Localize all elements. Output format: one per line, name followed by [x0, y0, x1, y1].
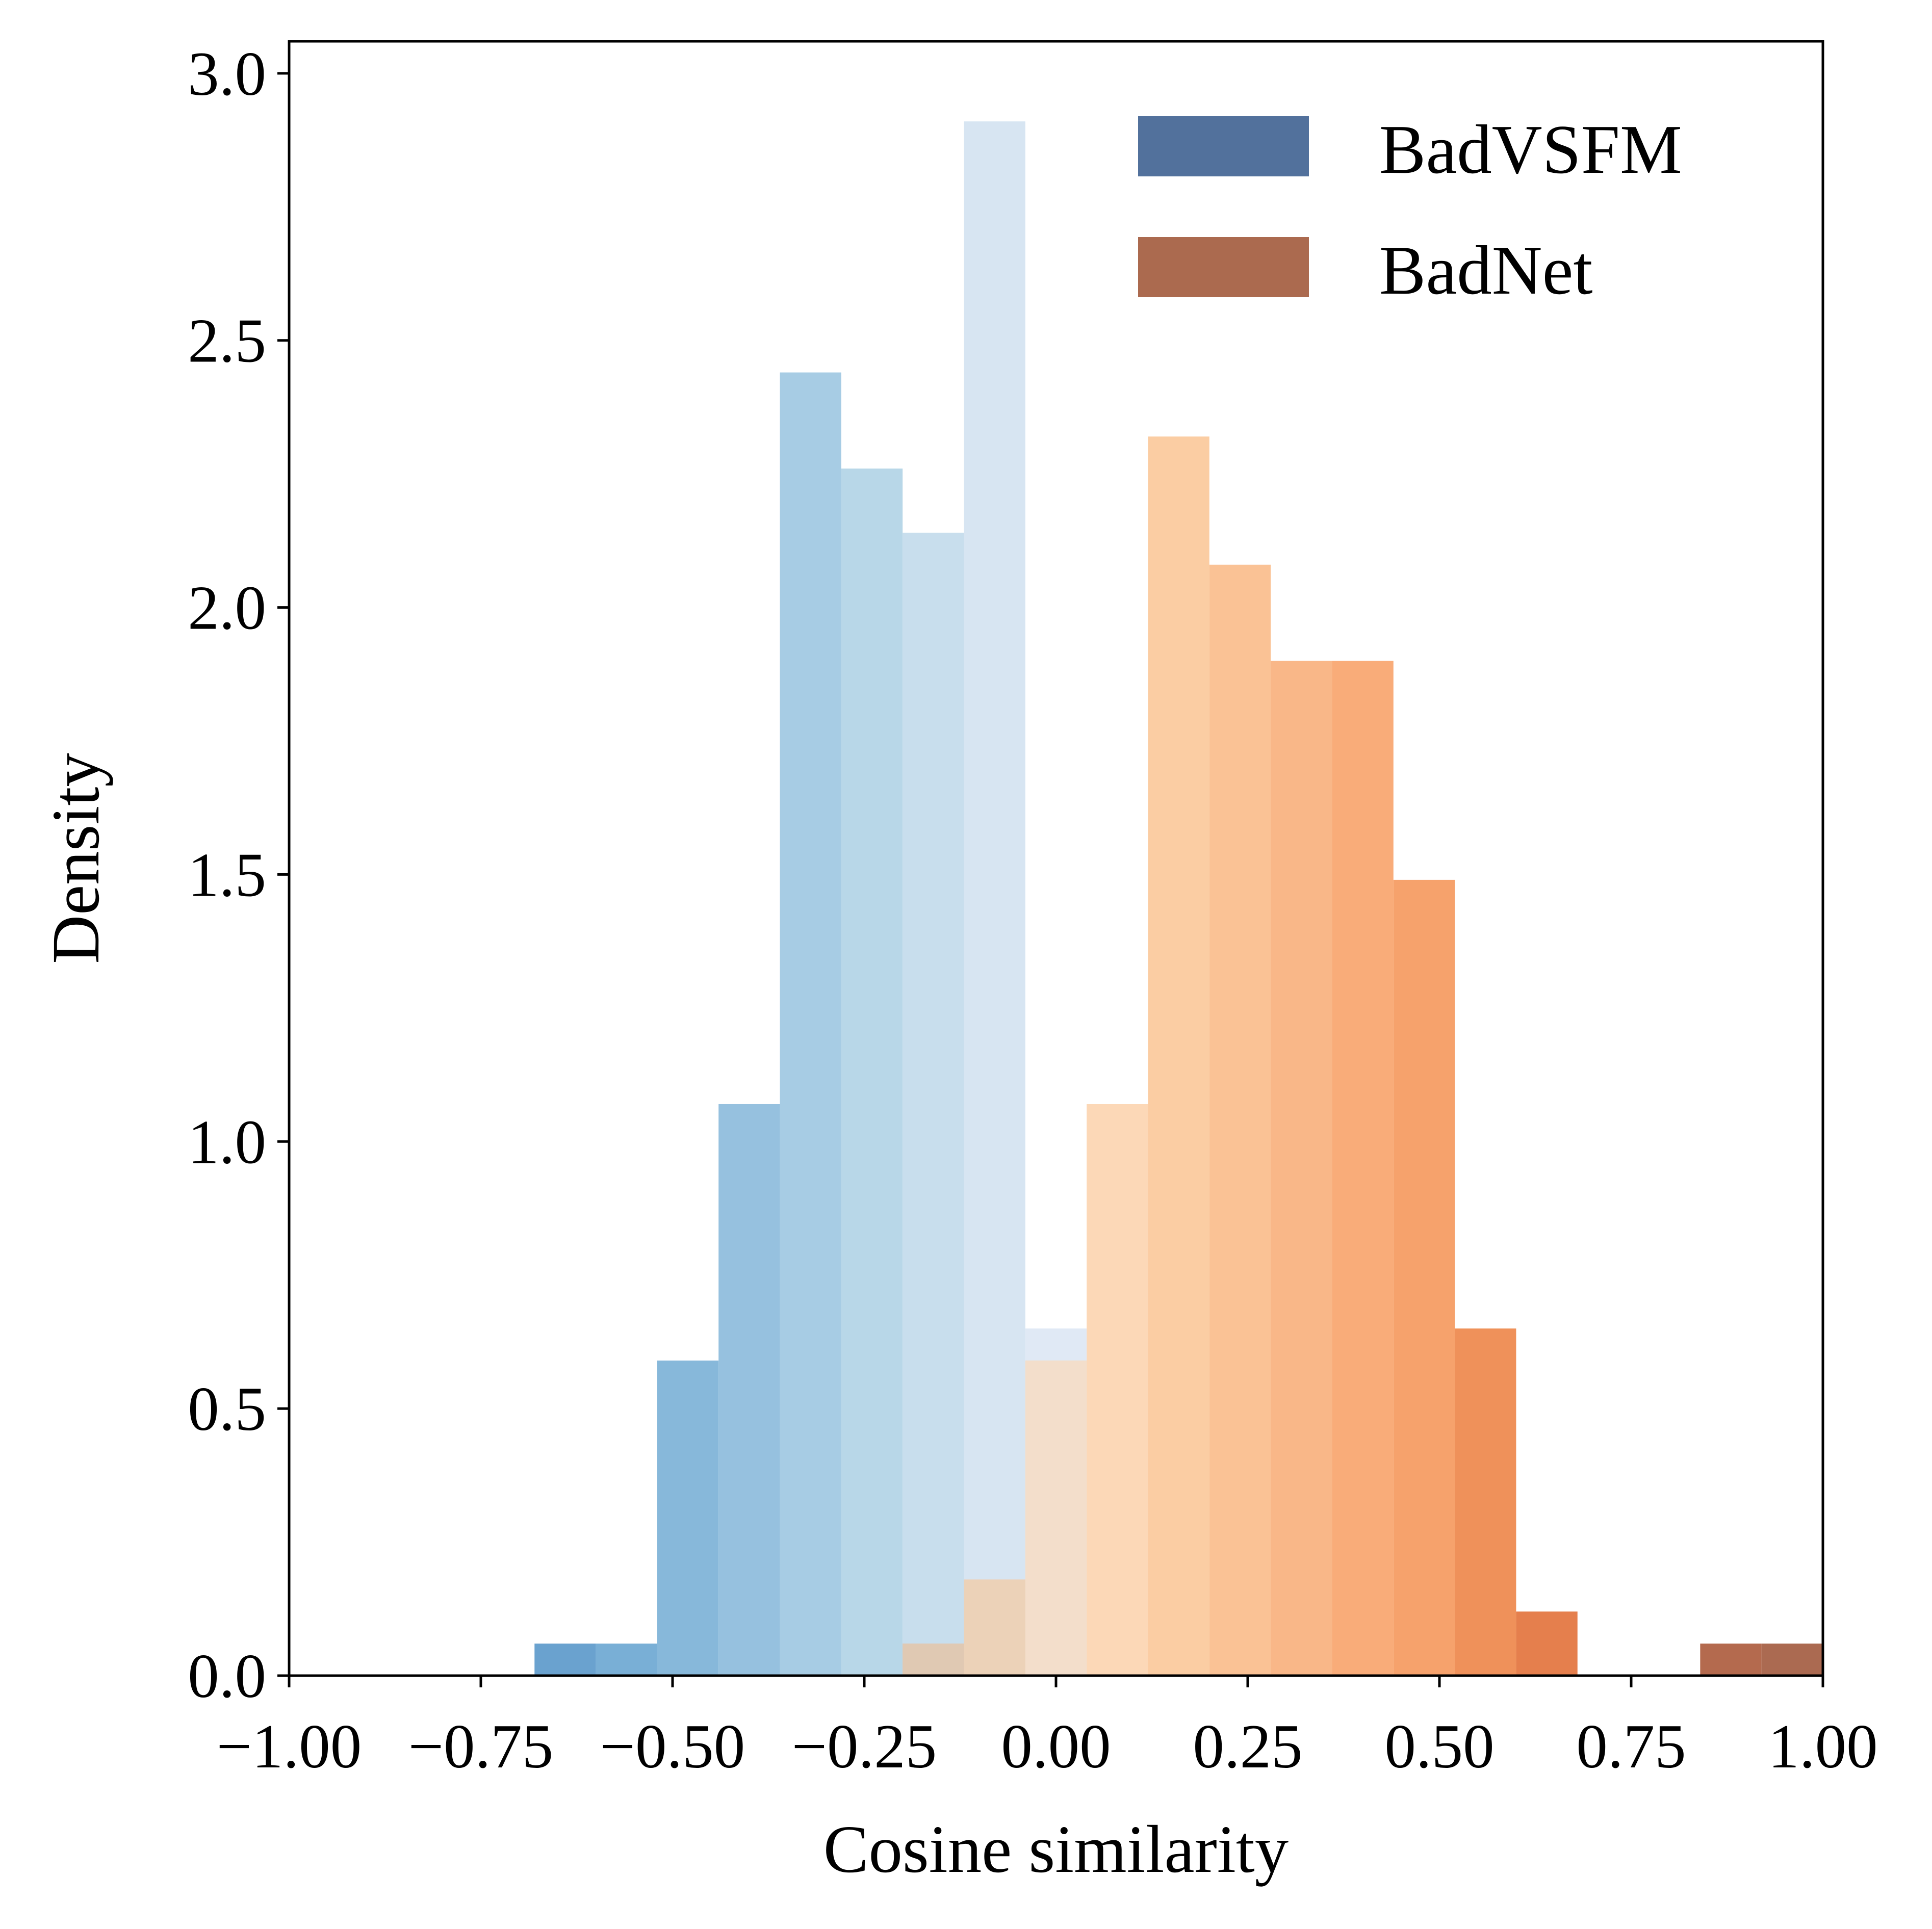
- bar-badvsfm-4: [780, 372, 841, 1676]
- x-tick-label: −0.75: [408, 1711, 554, 1781]
- x-axis-ticks: −1.00 −0.75 −0.50 −0.25 0.00 0.25 0.50 0.75 1.00: [217, 1676, 1878, 1781]
- x-axis-title: Cosine similarity: [823, 1811, 1289, 1887]
- bar-badnet-11: [1700, 1644, 1762, 1676]
- bar-badvsfm-1: [596, 1644, 657, 1676]
- x-tick-label: −0.50: [600, 1711, 745, 1781]
- bar-badnet-4: [1148, 436, 1209, 1676]
- bar-badvsfm-7: [964, 121, 1025, 1676]
- bar-badvsfm-3: [718, 1104, 780, 1676]
- x-tick-label: 1.00: [1768, 1711, 1877, 1781]
- y-axis-title: Density: [38, 753, 113, 964]
- y-tick-label: 0.5: [188, 1374, 266, 1444]
- bar-overlap-6: [903, 1644, 964, 1676]
- y-tick-label: 1.0: [188, 1107, 266, 1177]
- x-tick-label: −0.25: [792, 1711, 937, 1781]
- bar-badnet-10: [1516, 1611, 1578, 1676]
- bar-badnet-12: [1761, 1644, 1823, 1676]
- y-tick-label: 1.5: [188, 840, 266, 909]
- legend-label-badvsfm: BadVSFM: [1379, 111, 1682, 188]
- bar-badvsfm-6: [903, 532, 964, 1676]
- bar-badvsfm-2: [657, 1360, 719, 1676]
- x-tick-label: −1.00: [217, 1711, 362, 1781]
- legend: BadVSFM BadNet: [1138, 111, 1682, 309]
- bar-badnet-5: [1209, 564, 1271, 1676]
- histogram-bars: [534, 121, 1823, 1676]
- x-tick-label: 0.00: [1001, 1711, 1111, 1781]
- bar-badnet-9: [1455, 1328, 1516, 1676]
- bar-badnet-3: [1087, 1104, 1148, 1676]
- bar-badnet-8: [1393, 879, 1455, 1676]
- bar-overlap-7: [964, 1579, 1025, 1676]
- x-tick-label: 0.75: [1576, 1711, 1686, 1781]
- y-tick-label: 2.5: [188, 306, 266, 376]
- bar-badnet-7: [1332, 661, 1394, 1676]
- bar-badvsfm-0: [534, 1644, 596, 1676]
- legend-swatch-badnet: [1138, 237, 1309, 297]
- y-tick-label: 3.0: [188, 39, 266, 109]
- legend-swatch-badvsfm: [1138, 116, 1309, 176]
- y-tick-label: 2.0: [188, 573, 266, 643]
- y-axis-ticks: 0.0 0.5 1.0 1.5 2.0 2.5 3.0: [188, 39, 289, 1711]
- x-tick-label: 0.25: [1193, 1711, 1302, 1781]
- bar-badnet-6: [1271, 661, 1332, 1676]
- bar-badvsfm-5: [841, 468, 903, 1676]
- x-tick-label: 0.50: [1384, 1711, 1494, 1781]
- bar-overlap-8: [1025, 1360, 1087, 1676]
- y-tick-label: 0.0: [188, 1641, 266, 1711]
- legend-label-badnet: BadNet: [1379, 231, 1593, 309]
